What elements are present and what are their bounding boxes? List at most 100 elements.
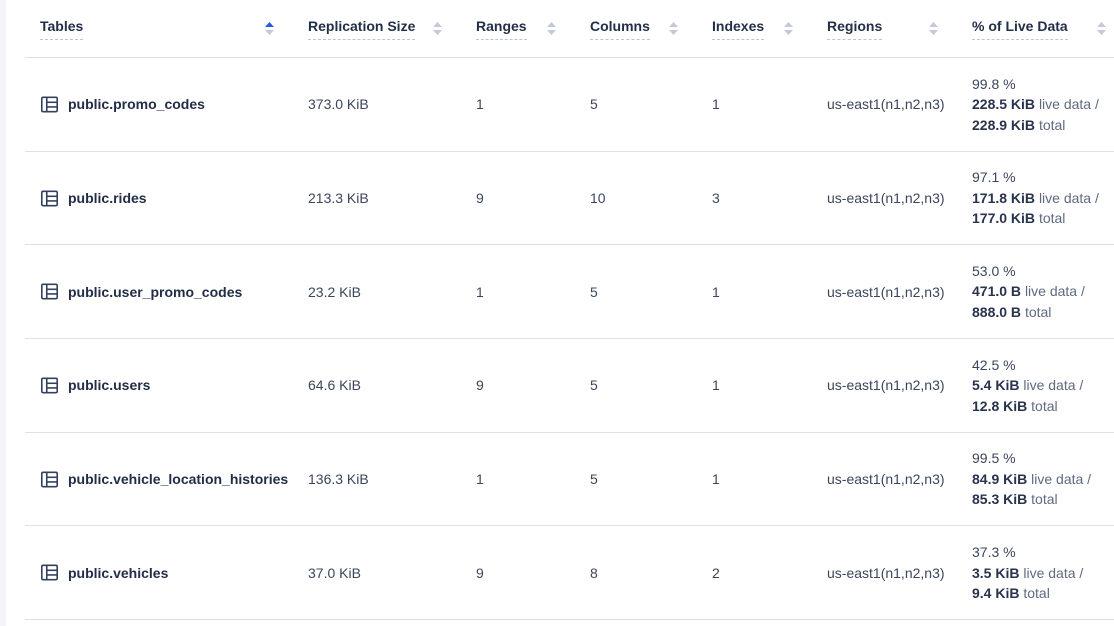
table-icon — [40, 470, 59, 489]
tables-list: Tables Replication Size Ranges Columns I… — [25, 0, 1114, 621]
total-size-value: 85.3 KiB — [972, 491, 1028, 508]
columns-cell: 10 — [590, 190, 606, 207]
live-size-value: 3.5 KiB — [972, 564, 1020, 581]
column-header-tables[interactable]: Tables — [25, 0, 308, 57]
live-size-line: 5.4 KiB live data / — [972, 375, 1110, 396]
table-name-cell[interactable]: public.promo_codes — [25, 95, 308, 114]
regions-cell: us-east1(n1,n2,n3) — [827, 564, 945, 581]
table-row: public.vehicle_location_histories 136.3 … — [25, 433, 1114, 527]
table-body: public.promo_codes 373.0 KiB 1 5 1 us-ea… — [25, 58, 1114, 621]
table-icon — [40, 282, 59, 301]
table-name-link[interactable]: public.user_promo_codes — [68, 283, 243, 300]
table-name-cell[interactable]: public.users — [25, 376, 308, 395]
sort-icon[interactable] — [1097, 22, 1106, 35]
table-name-link[interactable]: public.vehicles — [68, 564, 169, 581]
column-header-regions[interactable]: Regions — [827, 0, 972, 57]
total-size-value: 888.0 B — [972, 303, 1022, 320]
table-name-link[interactable]: public.promo_codes — [68, 96, 205, 113]
total-size-suffix: total — [1024, 303, 1052, 320]
table-row: public.promo_codes 373.0 KiB 1 5 1 us-ea… — [25, 58, 1114, 152]
live-size-value: 228.5 KiB — [972, 96, 1036, 113]
page-left-gutter — [0, 0, 6, 626]
table-name-cell[interactable]: public.vehicles — [25, 563, 308, 582]
column-header-label: Regions — [827, 18, 883, 40]
ranges-cell: 1 — [476, 471, 484, 488]
live-size-line: 228.5 KiB live data / — [972, 94, 1110, 115]
regions-cell: us-east1(n1,n2,n3) — [827, 377, 945, 394]
column-header-replication-size[interactable]: Replication Size — [308, 0, 476, 57]
live-percent: 99.5 % — [972, 450, 1016, 467]
column-header-columns[interactable]: Columns — [590, 0, 712, 57]
replication-size-cell: 23.2 KiB — [308, 283, 361, 300]
total-size-suffix: total — [1038, 116, 1066, 133]
live-size-suffix: live data / — [1023, 377, 1084, 394]
live-data-cell: 42.5 % 5.4 KiB live data / 12.8 KiB tota… — [972, 355, 1114, 417]
table-name-link[interactable]: public.users — [68, 377, 151, 394]
indexes-cell: 2 — [712, 564, 720, 581]
indexes-cell: 3 — [712, 190, 720, 207]
ranges-cell: 1 — [476, 96, 484, 113]
column-header-label: Indexes — [712, 18, 765, 40]
table-name-cell[interactable]: public.user_promo_codes — [25, 282, 308, 301]
total-size-line: 228.9 KiB total — [972, 115, 1110, 136]
sort-icon[interactable] — [784, 22, 793, 35]
column-header-label: Tables — [40, 18, 84, 40]
total-size-value: 9.4 KiB — [972, 585, 1020, 602]
live-size-suffix: live data / — [1024, 283, 1085, 300]
table-icon — [40, 376, 59, 395]
table-header-row: Tables Replication Size Ranges Columns I… — [25, 0, 1114, 58]
live-data-cell: 99.8 % 228.5 KiB live data / 228.9 KiB t… — [972, 74, 1114, 136]
total-size-value: 228.9 KiB — [972, 116, 1036, 133]
live-size-value: 5.4 KiB — [972, 377, 1020, 394]
total-size-suffix: total — [1031, 491, 1058, 508]
sort-icon[interactable] — [547, 22, 556, 35]
columns-cell: 8 — [590, 564, 598, 581]
live-size-line: 3.5 KiB live data / — [972, 563, 1110, 584]
column-header-label: Columns — [590, 18, 650, 40]
regions-cell: us-east1(n1,n2,n3) — [827, 190, 945, 207]
indexes-cell: 1 — [712, 377, 720, 394]
total-size-line: 177.0 KiB total — [972, 208, 1110, 229]
columns-cell: 5 — [590, 471, 598, 488]
column-header-live-data[interactable]: % of Live Data — [972, 0, 1114, 57]
ranges-cell: 9 — [476, 564, 484, 581]
live-percent: 53.0 % — [972, 262, 1016, 279]
table-row: public.rides 213.3 KiB 9 10 3 us-east1(n… — [25, 152, 1114, 246]
replication-size-cell: 136.3 KiB — [308, 471, 369, 488]
live-percent: 42.5 % — [972, 356, 1016, 373]
table-row: public.vehicles 37.0 KiB 9 8 2 us-east1(… — [25, 526, 1114, 621]
table-name-cell[interactable]: public.rides — [25, 189, 308, 208]
column-header-label: % of Live Data — [972, 18, 1068, 40]
column-header-label: Replication Size — [308, 18, 416, 40]
sort-icon[interactable] — [929, 22, 938, 35]
table-row: public.user_promo_codes 23.2 KiB 1 5 1 u… — [25, 245, 1114, 340]
live-size-suffix: live data / — [1038, 189, 1099, 206]
total-size-line: 9.4 KiB total — [972, 583, 1110, 604]
live-percent: 37.3 % — [972, 544, 1016, 561]
sort-icon[interactable] — [669, 22, 678, 35]
table-icon — [40, 563, 59, 582]
table-icon — [40, 189, 59, 208]
replication-size-cell: 213.3 KiB — [308, 190, 369, 207]
live-size-suffix: live data / — [1031, 470, 1092, 487]
table-icon — [40, 95, 59, 114]
regions-cell: us-east1(n1,n2,n3) — [827, 283, 945, 300]
live-size-suffix: live data / — [1023, 564, 1084, 581]
sort-icon[interactable] — [265, 22, 274, 35]
column-header-indexes[interactable]: Indexes — [712, 0, 827, 57]
total-size-suffix: total — [1031, 397, 1058, 414]
indexes-cell: 1 — [712, 96, 720, 113]
live-size-line: 471.0 B live data / — [972, 281, 1110, 302]
sort-icon[interactable] — [433, 22, 442, 35]
table-name-link[interactable]: public.rides — [68, 190, 147, 207]
replication-size-cell: 64.6 KiB — [308, 377, 361, 394]
column-header-label: Ranges — [476, 18, 527, 40]
table-name-cell[interactable]: public.vehicle_location_histories — [25, 470, 308, 489]
columns-cell: 5 — [590, 377, 598, 394]
live-size-suffix: live data / — [1038, 96, 1099, 113]
table-name-link[interactable]: public.vehicle_location_histories — [68, 471, 289, 488]
table-row: public.users 64.6 KiB 9 5 1 us-east1(n1,… — [25, 339, 1114, 433]
replication-size-cell: 37.0 KiB — [308, 564, 361, 581]
live-percent: 99.8 % — [972, 75, 1016, 92]
column-header-ranges[interactable]: Ranges — [476, 0, 590, 57]
